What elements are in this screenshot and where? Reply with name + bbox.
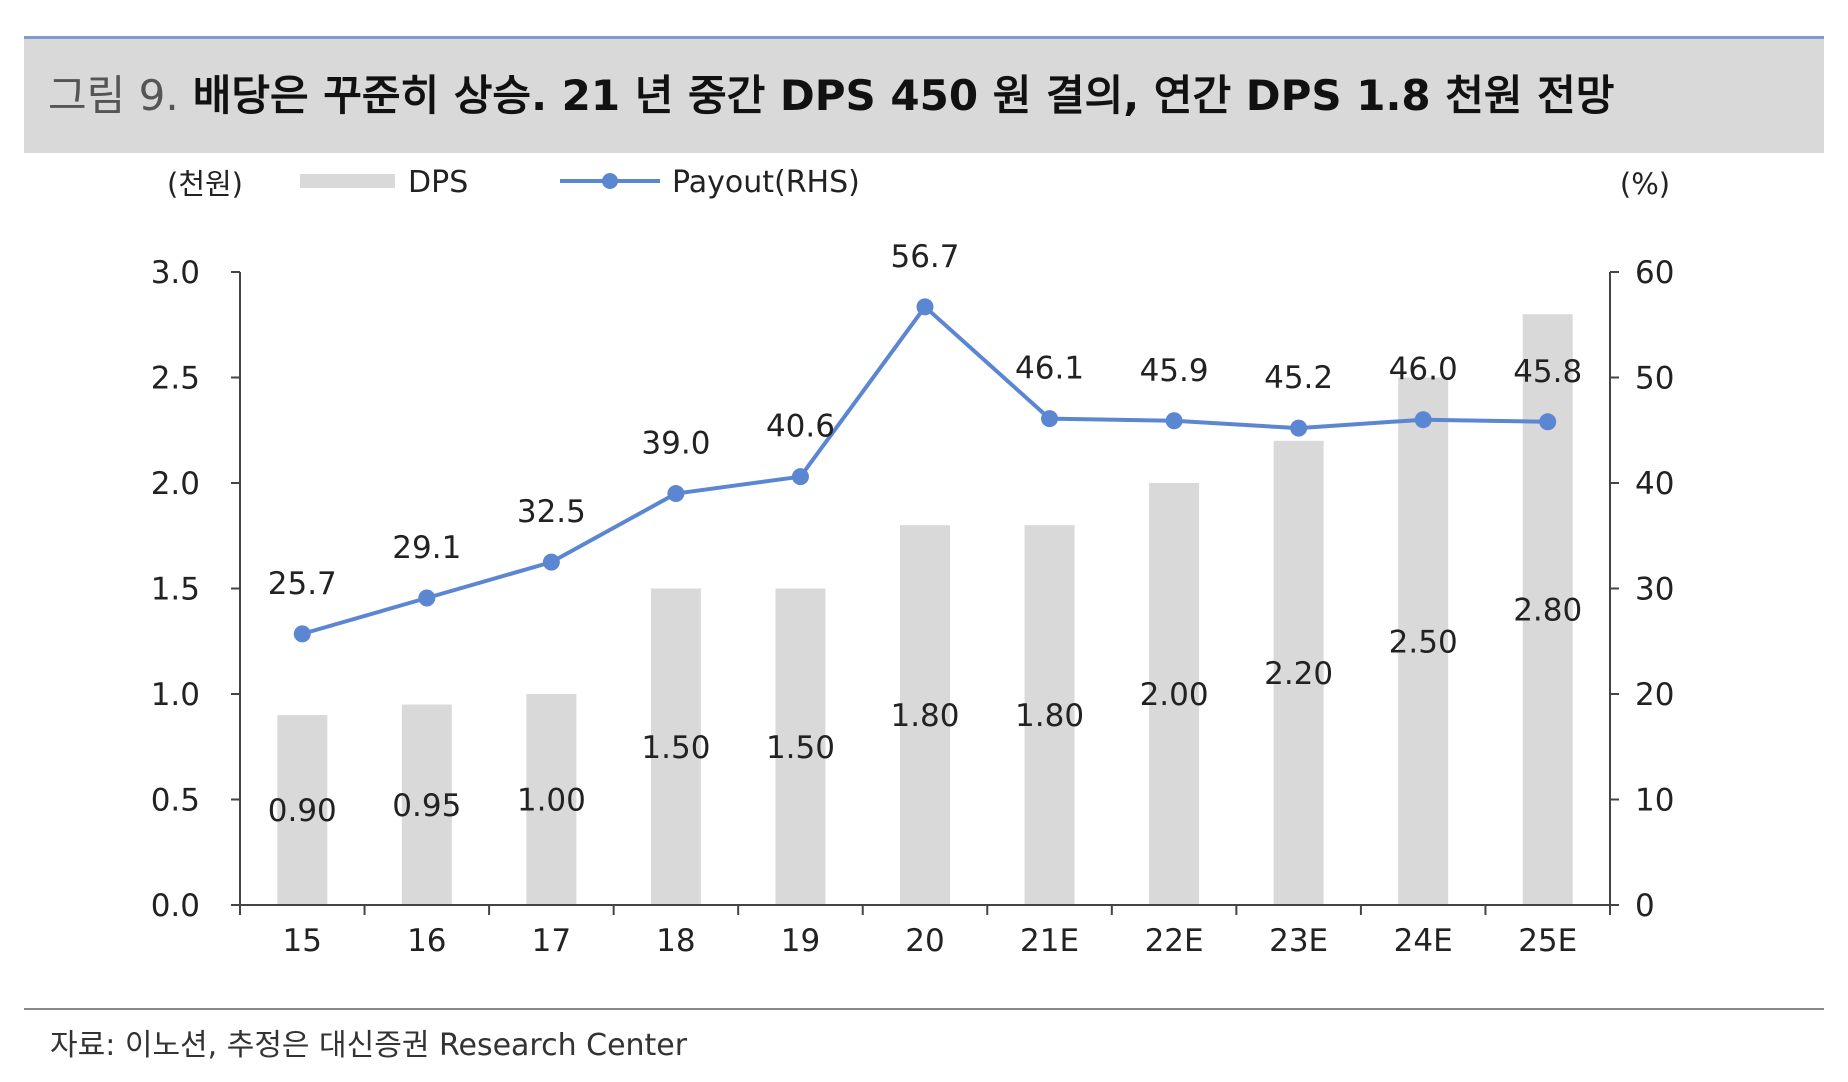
dps-data-label: 1.50 (641, 730, 710, 766)
dps-bar (1273, 440, 1324, 905)
x-tick-label: 24E (1394, 923, 1453, 959)
right-tick-label: 20 (1635, 677, 1674, 713)
source-rule (24, 1008, 1824, 1010)
figure-title-text: 배당은 꾸준히 상승. 21 년 중간 DPS 450 원 결의, 연간 DPS… (192, 71, 1615, 120)
x-tick-label: 21E (1020, 923, 1079, 959)
dps-data-label: 2.80 (1513, 593, 1582, 629)
right-tick-label: 10 (1635, 783, 1674, 819)
figure-number: 그림 9. (48, 71, 179, 120)
dps-bar (277, 715, 328, 905)
legend-dps-label: DPS (408, 165, 468, 200)
payout-point (1414, 411, 1432, 429)
x-tick-label: 20 (905, 923, 944, 959)
dps-bar (775, 588, 826, 905)
right-tick-label: 60 (1635, 255, 1674, 291)
payout-data-label: 25.7 (268, 566, 337, 602)
x-tick-label: 18 (656, 923, 695, 959)
dps-bar (1522, 314, 1573, 905)
left-tick-label: 1.5 (151, 572, 200, 608)
payout-point (1290, 419, 1308, 437)
left-tick-label: 0.5 (151, 783, 200, 819)
dps-data-label: 2.00 (1140, 677, 1209, 713)
dps-data-label: 1.80 (1015, 698, 1084, 734)
payout-data-label: 46.0 (1389, 352, 1458, 388)
dps-bar (1149, 483, 1200, 905)
dps-data-label: 0.95 (392, 788, 461, 824)
dps-bar (1024, 525, 1075, 905)
right-axis-unit: (%) (1620, 167, 1670, 201)
dps-data-label: 1.80 (890, 698, 959, 734)
payout-point (1165, 412, 1183, 430)
left-axis-unit: (천원) (167, 167, 243, 201)
right-tick-label: 30 (1635, 572, 1674, 608)
source-note: 자료: 이노션, 추정은 대신증권 Research Center (50, 1028, 688, 1063)
left-tick-label: 1.0 (151, 677, 200, 713)
payout-data-label: 45.8 (1513, 354, 1582, 390)
dps-data-label: 1.00 (517, 783, 586, 819)
dps-bar (900, 525, 950, 905)
dps-data-label: 1.50 (766, 730, 835, 766)
title-band: 그림 9. 배당은 꾸준히 상승. 21 년 중간 DPS 450 원 결의, 연… (24, 39, 1824, 153)
payout-data-label: 39.0 (641, 426, 710, 462)
x-tick-label: 23E (1269, 923, 1328, 959)
dps-data-label: 2.50 (1389, 624, 1458, 660)
x-tick-label: 15 (283, 923, 322, 959)
x-tick-label: 22E (1145, 923, 1204, 959)
payout-point (916, 298, 934, 316)
legend-dps-swatch (300, 174, 395, 188)
payout-point (418, 589, 436, 607)
x-tick-label: 16 (407, 923, 446, 959)
x-tick-label: 25E (1518, 923, 1577, 959)
x-tick-label: 19 (781, 923, 820, 959)
right-tick-label: 40 (1635, 466, 1674, 502)
dps-bar (401, 704, 452, 905)
payout-point (542, 553, 560, 571)
left-tick-label: 2.5 (151, 361, 200, 397)
dps-bar (526, 694, 577, 905)
legend-payout-label: Payout(RHS) (672, 165, 860, 200)
payout-data-label: 46.1 (1015, 351, 1084, 387)
figure-title: 그림 9. 배당은 꾸준히 상승. 21 년 중간 DPS 450 원 결의, 연… (48, 71, 1614, 121)
payout-point (1041, 410, 1059, 428)
payout-data-label: 56.7 (890, 239, 959, 275)
dps-payout-chart: 0.0 0.5 1.0 1.5 2.0 2.5 3.0 0 10 20 30 40 50 60 15 16 17… (151, 165, 1675, 959)
payout-data-label: 32.5 (517, 494, 586, 530)
right-tick-label: 0 (1635, 888, 1655, 924)
payout-data-label: 45.9 (1140, 353, 1209, 389)
dps-bar (650, 588, 701, 905)
payout-point (791, 468, 809, 486)
left-tick-label: 2.0 (151, 466, 200, 502)
payout-point (1539, 413, 1557, 431)
dps-bar (1398, 377, 1449, 905)
payout-data-label: 29.1 (392, 530, 461, 566)
payout-data-label: 40.6 (766, 409, 835, 445)
left-tick-label: 3.0 (151, 255, 200, 291)
title-top-rule (24, 36, 1824, 39)
x-tick-label: 17 (532, 923, 571, 959)
dps-data-label: 0.90 (268, 793, 337, 829)
dps-data-label: 2.20 (1264, 656, 1333, 692)
legend-payout-marker (602, 173, 618, 189)
left-tick-label: 0.0 (151, 888, 200, 924)
payout-point (667, 485, 685, 503)
right-tick-label: 50 (1635, 361, 1674, 397)
payout-data-label: 45.2 (1264, 360, 1333, 396)
payout-point (293, 625, 311, 643)
